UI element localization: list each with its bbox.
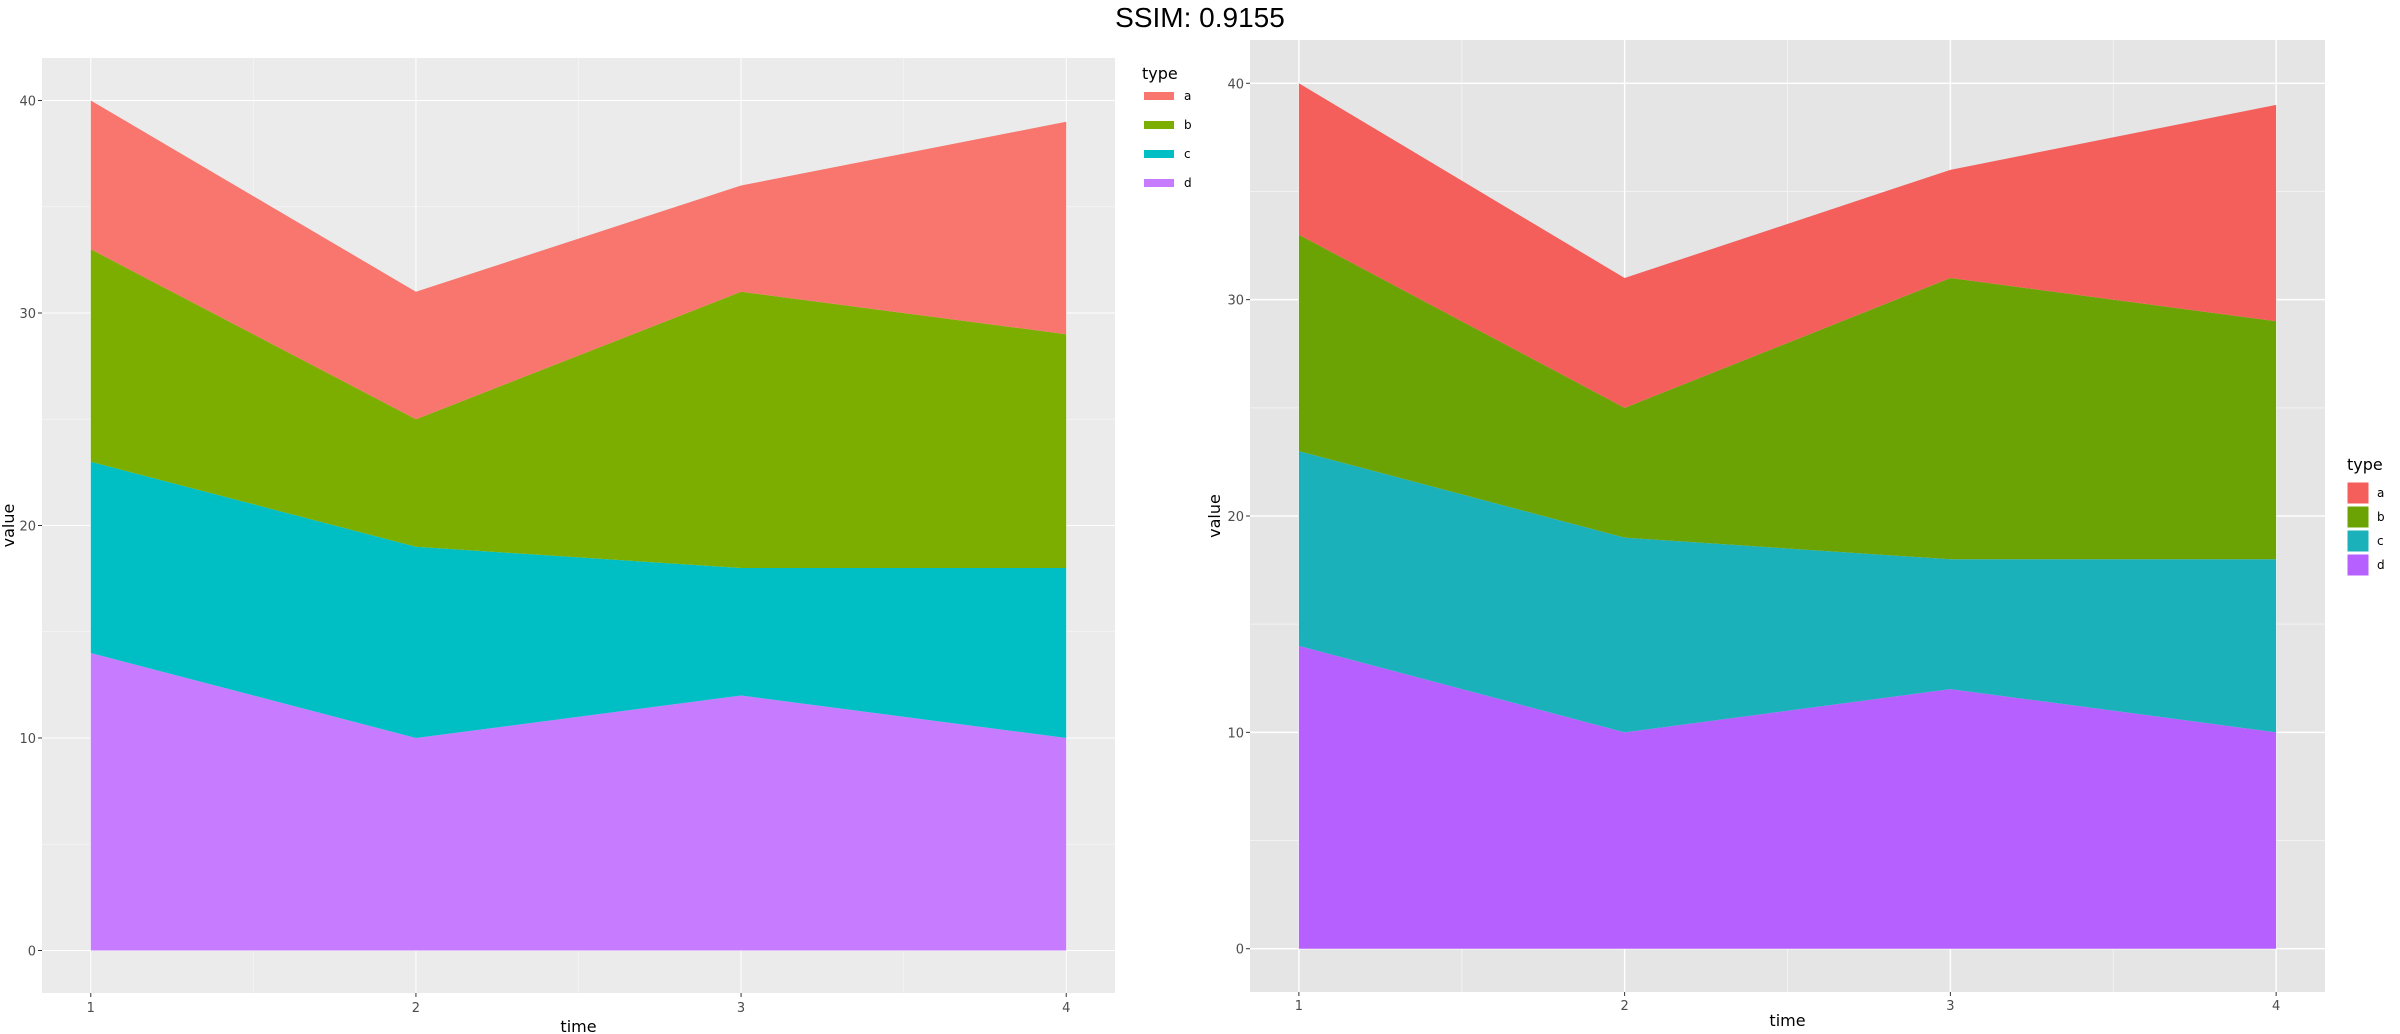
x-axis-label: time: [1769, 1011, 1805, 1030]
x-tick-label: 1: [87, 1001, 95, 1016]
x-tick-label: 3: [1946, 999, 1954, 1014]
legend-key-c: [2346, 529, 2370, 553]
figure-title: SSIM: 0.9155: [1115, 2, 1285, 33]
legend-label-c: c: [1184, 147, 1191, 161]
legend-title: type: [1142, 64, 1178, 83]
legend-label-b: b: [1184, 118, 1192, 132]
legend-title: type: [2347, 455, 2383, 474]
legend-key-d: [2346, 553, 2370, 577]
legend-label-d: d: [2377, 558, 2385, 572]
legend-label-c: c: [2377, 534, 2384, 548]
legend-key-a: [2346, 481, 2370, 505]
y-tick-label: 30: [1227, 294, 1244, 309]
x-tick-label: 3: [737, 1001, 745, 1016]
x-tick-label: 4: [1062, 1001, 1070, 1016]
area-series-c: [1298, 451, 2277, 733]
legend-key-b: [2346, 505, 2370, 529]
y-tick-label: 10: [19, 732, 36, 747]
legend-label-a: a: [2377, 486, 2384, 500]
y-tick-label: 0: [28, 945, 36, 960]
legend-label-d: d: [1184, 176, 1192, 190]
legend-key-b: [1144, 121, 1174, 129]
y-tick-label: 40: [19, 95, 36, 110]
y-tick-label: 30: [19, 307, 36, 322]
x-tick-label: 1: [1295, 999, 1303, 1014]
y-axis-label: value: [1205, 494, 1224, 538]
y-axis-label: value: [0, 504, 18, 548]
area-series-b: [90, 249, 1067, 568]
legend-key-d: [1144, 179, 1174, 187]
y-tick-label: 10: [1227, 726, 1244, 741]
area-series-c: [90, 461, 1067, 738]
legend-key-c: [1144, 150, 1174, 158]
x-tick-label: 2: [1620, 999, 1628, 1014]
area-series-d: [90, 653, 1067, 951]
area-series-d: [1298, 645, 2277, 949]
area-series-a: [1298, 83, 2277, 408]
y-tick-label: 0: [1236, 943, 1244, 958]
y-tick-label: 40: [1227, 77, 1244, 92]
y-tick-label: 20: [1227, 510, 1244, 525]
legend-label-b: b: [2377, 510, 2385, 524]
x-axis-label: time: [560, 1017, 596, 1034]
y-tick-label: 20: [19, 520, 36, 535]
x-tick-label: 4: [2272, 999, 2280, 1014]
x-tick-label: 2: [412, 1001, 420, 1016]
legend-label-a: a: [1184, 89, 1191, 103]
legend-key-a: [1144, 92, 1174, 100]
area-series-b: [1298, 234, 2277, 560]
area-series-a: [90, 100, 1067, 420]
